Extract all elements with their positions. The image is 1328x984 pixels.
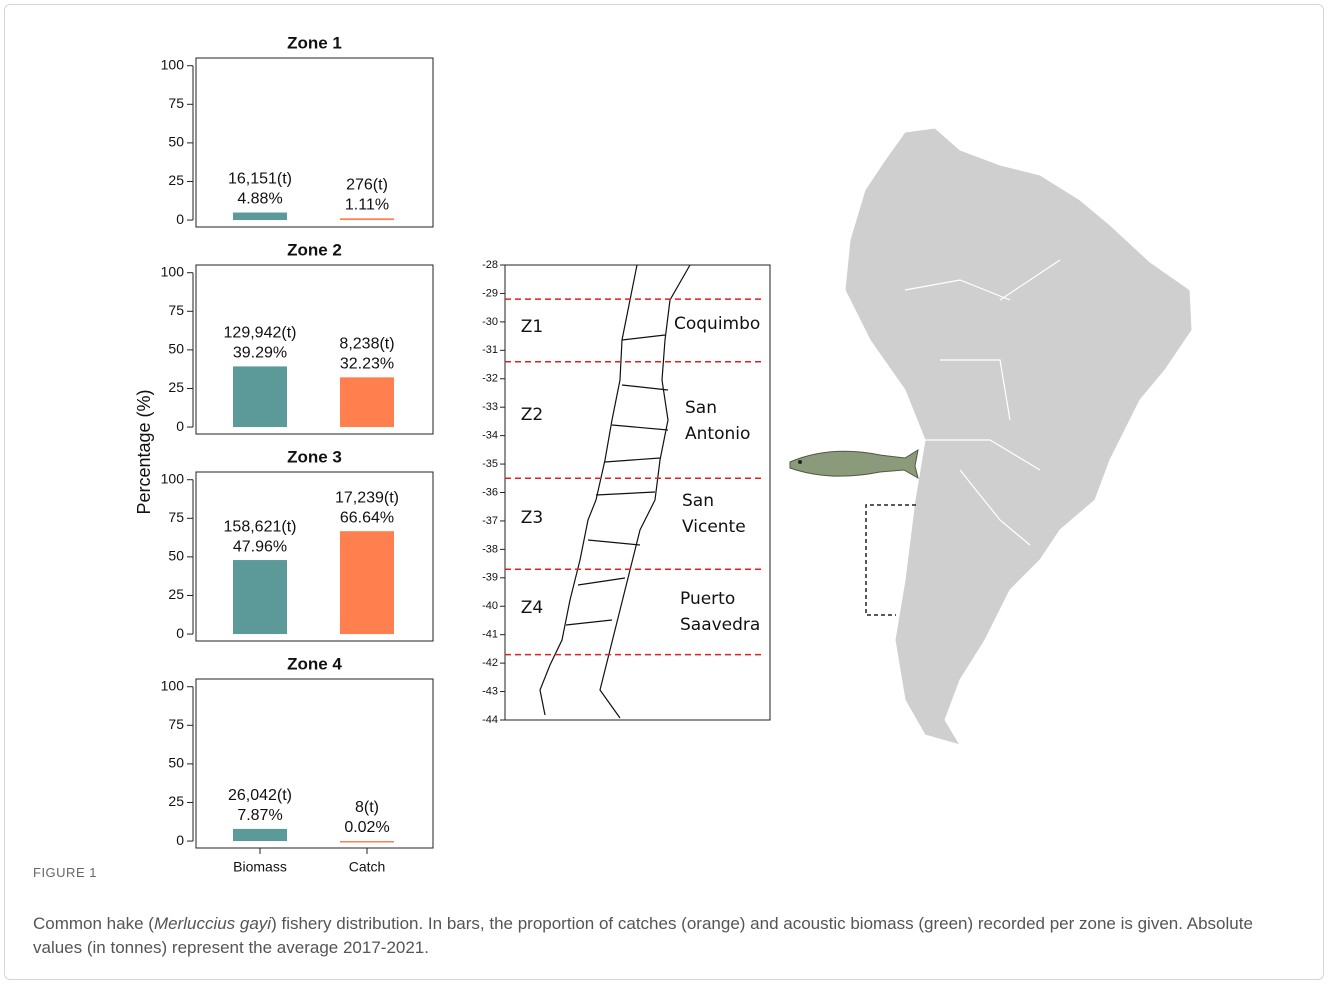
y-tick-label: 50 <box>168 134 184 150</box>
lat-tick-label: -31 <box>482 344 498 356</box>
zone-label: Z2 <box>521 405 543 425</box>
lat-tick-label: -41 <box>482 629 498 641</box>
lat-tick-label: -35 <box>482 458 498 470</box>
bar <box>233 828 287 842</box>
y-tick-label: 50 <box>168 755 184 771</box>
bar <box>340 377 394 428</box>
place-name: Vicente <box>682 517 746 537</box>
zone-label: Z1 <box>521 317 543 337</box>
y-tick-label: 100 <box>161 470 185 486</box>
x-tick-label: Biomass <box>233 859 287 875</box>
y-tick-label: 75 <box>168 509 184 525</box>
y-tick-label: 100 <box>161 677 185 693</box>
hake-fish <box>789 448 919 480</box>
bar <box>340 218 394 221</box>
lat-tick-label: -29 <box>482 287 498 299</box>
lat-tick-label: -40 <box>482 600 498 612</box>
y-tick-label: 25 <box>168 586 184 602</box>
lat-tick-label: -34 <box>482 430 498 442</box>
study-area-box <box>865 504 916 616</box>
value-label: 1.11% <box>345 197 389 214</box>
value-label: 66.64% <box>340 509 394 526</box>
y-tick-label: 0 <box>176 418 184 434</box>
plot-frame <box>195 264 434 435</box>
lat-tick-label: -39 <box>482 572 498 584</box>
figure: Percentage (%) Zone 1 0 25 50 75 100 4.88% 16,1… <box>134 33 1193 875</box>
lat-tick-label: -36 <box>482 486 498 498</box>
tonnes-label: 276(t) <box>346 177 388 194</box>
y-tick-label: 75 <box>168 95 184 111</box>
value-label: 32.23% <box>340 356 394 373</box>
value-label: 39.29% <box>233 345 287 362</box>
y-tick-label: 50 <box>168 341 184 357</box>
lat-tick-label: -30 <box>482 316 498 328</box>
country-borders <box>904 259 1061 546</box>
y-tick-label: 0 <box>176 625 184 641</box>
tonnes-label: 158,621(t) <box>224 518 297 535</box>
tonnes-label: 17,239(t) <box>335 489 399 506</box>
place-name: San <box>682 491 714 511</box>
caption-species: Merluccius gayi <box>153 914 272 933</box>
tonnes-label: 8(t) <box>355 799 379 816</box>
y-tick-label: 100 <box>161 263 185 279</box>
lat-tick-label: -32 <box>482 373 498 385</box>
tonnes-label: 129,942(t) <box>224 325 297 342</box>
lat-tick-label: -33 <box>482 401 498 413</box>
zone-label: Z3 <box>521 508 543 528</box>
plot-frame <box>195 57 434 228</box>
figure-caption: Common hake (Merluccius gayi) fishery di… <box>33 912 1293 960</box>
south-america <box>844 127 1193 746</box>
y-tick-label: 25 <box>168 172 184 188</box>
plot-frame <box>195 678 434 849</box>
panel-title: Zone 3 <box>287 447 342 466</box>
value-label: 4.88% <box>237 191 282 208</box>
plot-frame <box>195 471 434 642</box>
panel-title: Zone 4 <box>287 654 342 673</box>
lat-tick-label: -37 <box>482 515 498 527</box>
lat-tick-label: -38 <box>482 543 498 555</box>
caption-text: Common hake ( <box>33 914 154 933</box>
y-tick-label: 100 <box>161 56 185 72</box>
y-tick-label: 50 <box>168 548 184 564</box>
lat-tick-label: -43 <box>482 685 498 697</box>
value-label: 0.02% <box>344 819 389 836</box>
place-name: Antonio <box>685 424 750 444</box>
place-name: Saavedra <box>680 615 760 635</box>
bar <box>340 531 394 635</box>
panel-title: Zone 2 <box>287 240 342 259</box>
y-tick-label: 0 <box>176 832 184 848</box>
y-tick-label: 75 <box>168 716 184 732</box>
tonnes-label: 16,151(t) <box>228 171 292 188</box>
zone-label: Z4 <box>521 598 543 618</box>
y-tick-label: 25 <box>168 793 184 809</box>
lat-tick-label: -44 <box>482 714 498 726</box>
bar <box>233 212 287 221</box>
caption-text: ) fishery distribution. In bars, the pro… <box>33 914 1253 957</box>
y-tick-label: 0 <box>176 211 184 227</box>
figure-frame <box>4 4 1324 980</box>
panel-title: Zone 1 <box>287 33 342 52</box>
bar <box>233 366 287 428</box>
figure-label: FIGURE 1 <box>33 865 97 880</box>
x-tick-label: Catch <box>349 859 386 875</box>
place-name: San <box>685 398 717 418</box>
place-name: Coquimbo <box>674 314 760 334</box>
y-axis-label: Percentage (%) <box>134 389 154 514</box>
tonnes-label: 8,238(t) <box>339 336 394 353</box>
lat-tick-label: -42 <box>482 657 498 669</box>
tonnes-label: 26,042(t) <box>228 787 292 804</box>
y-tick-label: 75 <box>168 302 184 318</box>
y-tick-label: 25 <box>168 379 184 395</box>
place-name: Puerto <box>680 589 735 609</box>
chile-outline <box>539 264 691 719</box>
bar <box>340 841 394 843</box>
value-label: 47.96% <box>233 538 287 555</box>
lat-tick-label: -28 <box>482 259 498 271</box>
value-label: 7.87% <box>237 807 282 824</box>
bar <box>233 560 287 635</box>
